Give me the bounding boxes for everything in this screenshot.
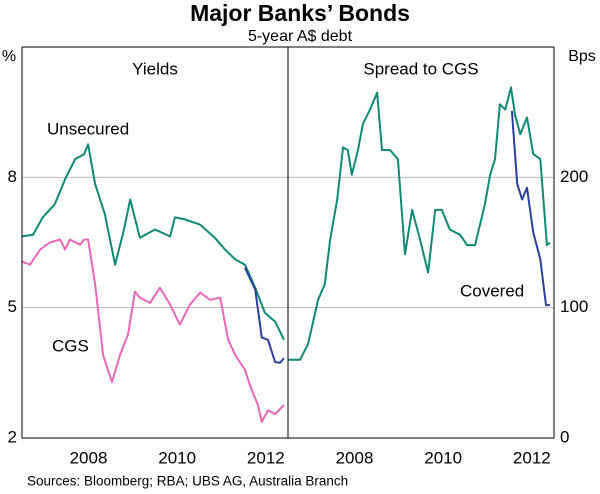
y-axis-label: % <box>2 48 16 65</box>
x-tick-label: 2010 <box>158 448 196 467</box>
y-tick-label: 200 <box>560 167 588 186</box>
chart-title: Major Banks’ Bonds <box>190 0 410 26</box>
series-line <box>21 238 285 423</box>
y-axis-label: Bps <box>568 48 596 65</box>
series-label: Unsecured <box>47 119 129 138</box>
panel-title: Yields <box>132 59 178 78</box>
series-line <box>510 110 550 307</box>
x-tick-label: 2008 <box>336 448 374 467</box>
chart-subtitle: 5-year A$ debt <box>248 28 353 45</box>
y-tick-label: 2 <box>8 427 17 446</box>
y-tick-label: 5 <box>8 297 17 316</box>
series-line <box>288 86 551 361</box>
series-line <box>244 267 285 364</box>
series-label: Covered <box>460 281 524 300</box>
x-tick-label: 2012 <box>247 448 285 467</box>
series-label: CGS <box>52 336 89 355</box>
source-note: Sources: Bloomberg; RBA; UBS AG, Austral… <box>27 474 348 489</box>
y-tick-label: 100 <box>560 297 588 316</box>
y-tick-label: 8 <box>8 167 17 186</box>
x-tick-label: 2008 <box>70 448 108 467</box>
x-tick-label: 2010 <box>424 448 462 467</box>
x-tick-label: 2012 <box>513 448 551 467</box>
panel-title: Spread to CGS <box>363 59 478 78</box>
y-tick-label: 0 <box>560 427 569 446</box>
series-line <box>21 143 285 341</box>
